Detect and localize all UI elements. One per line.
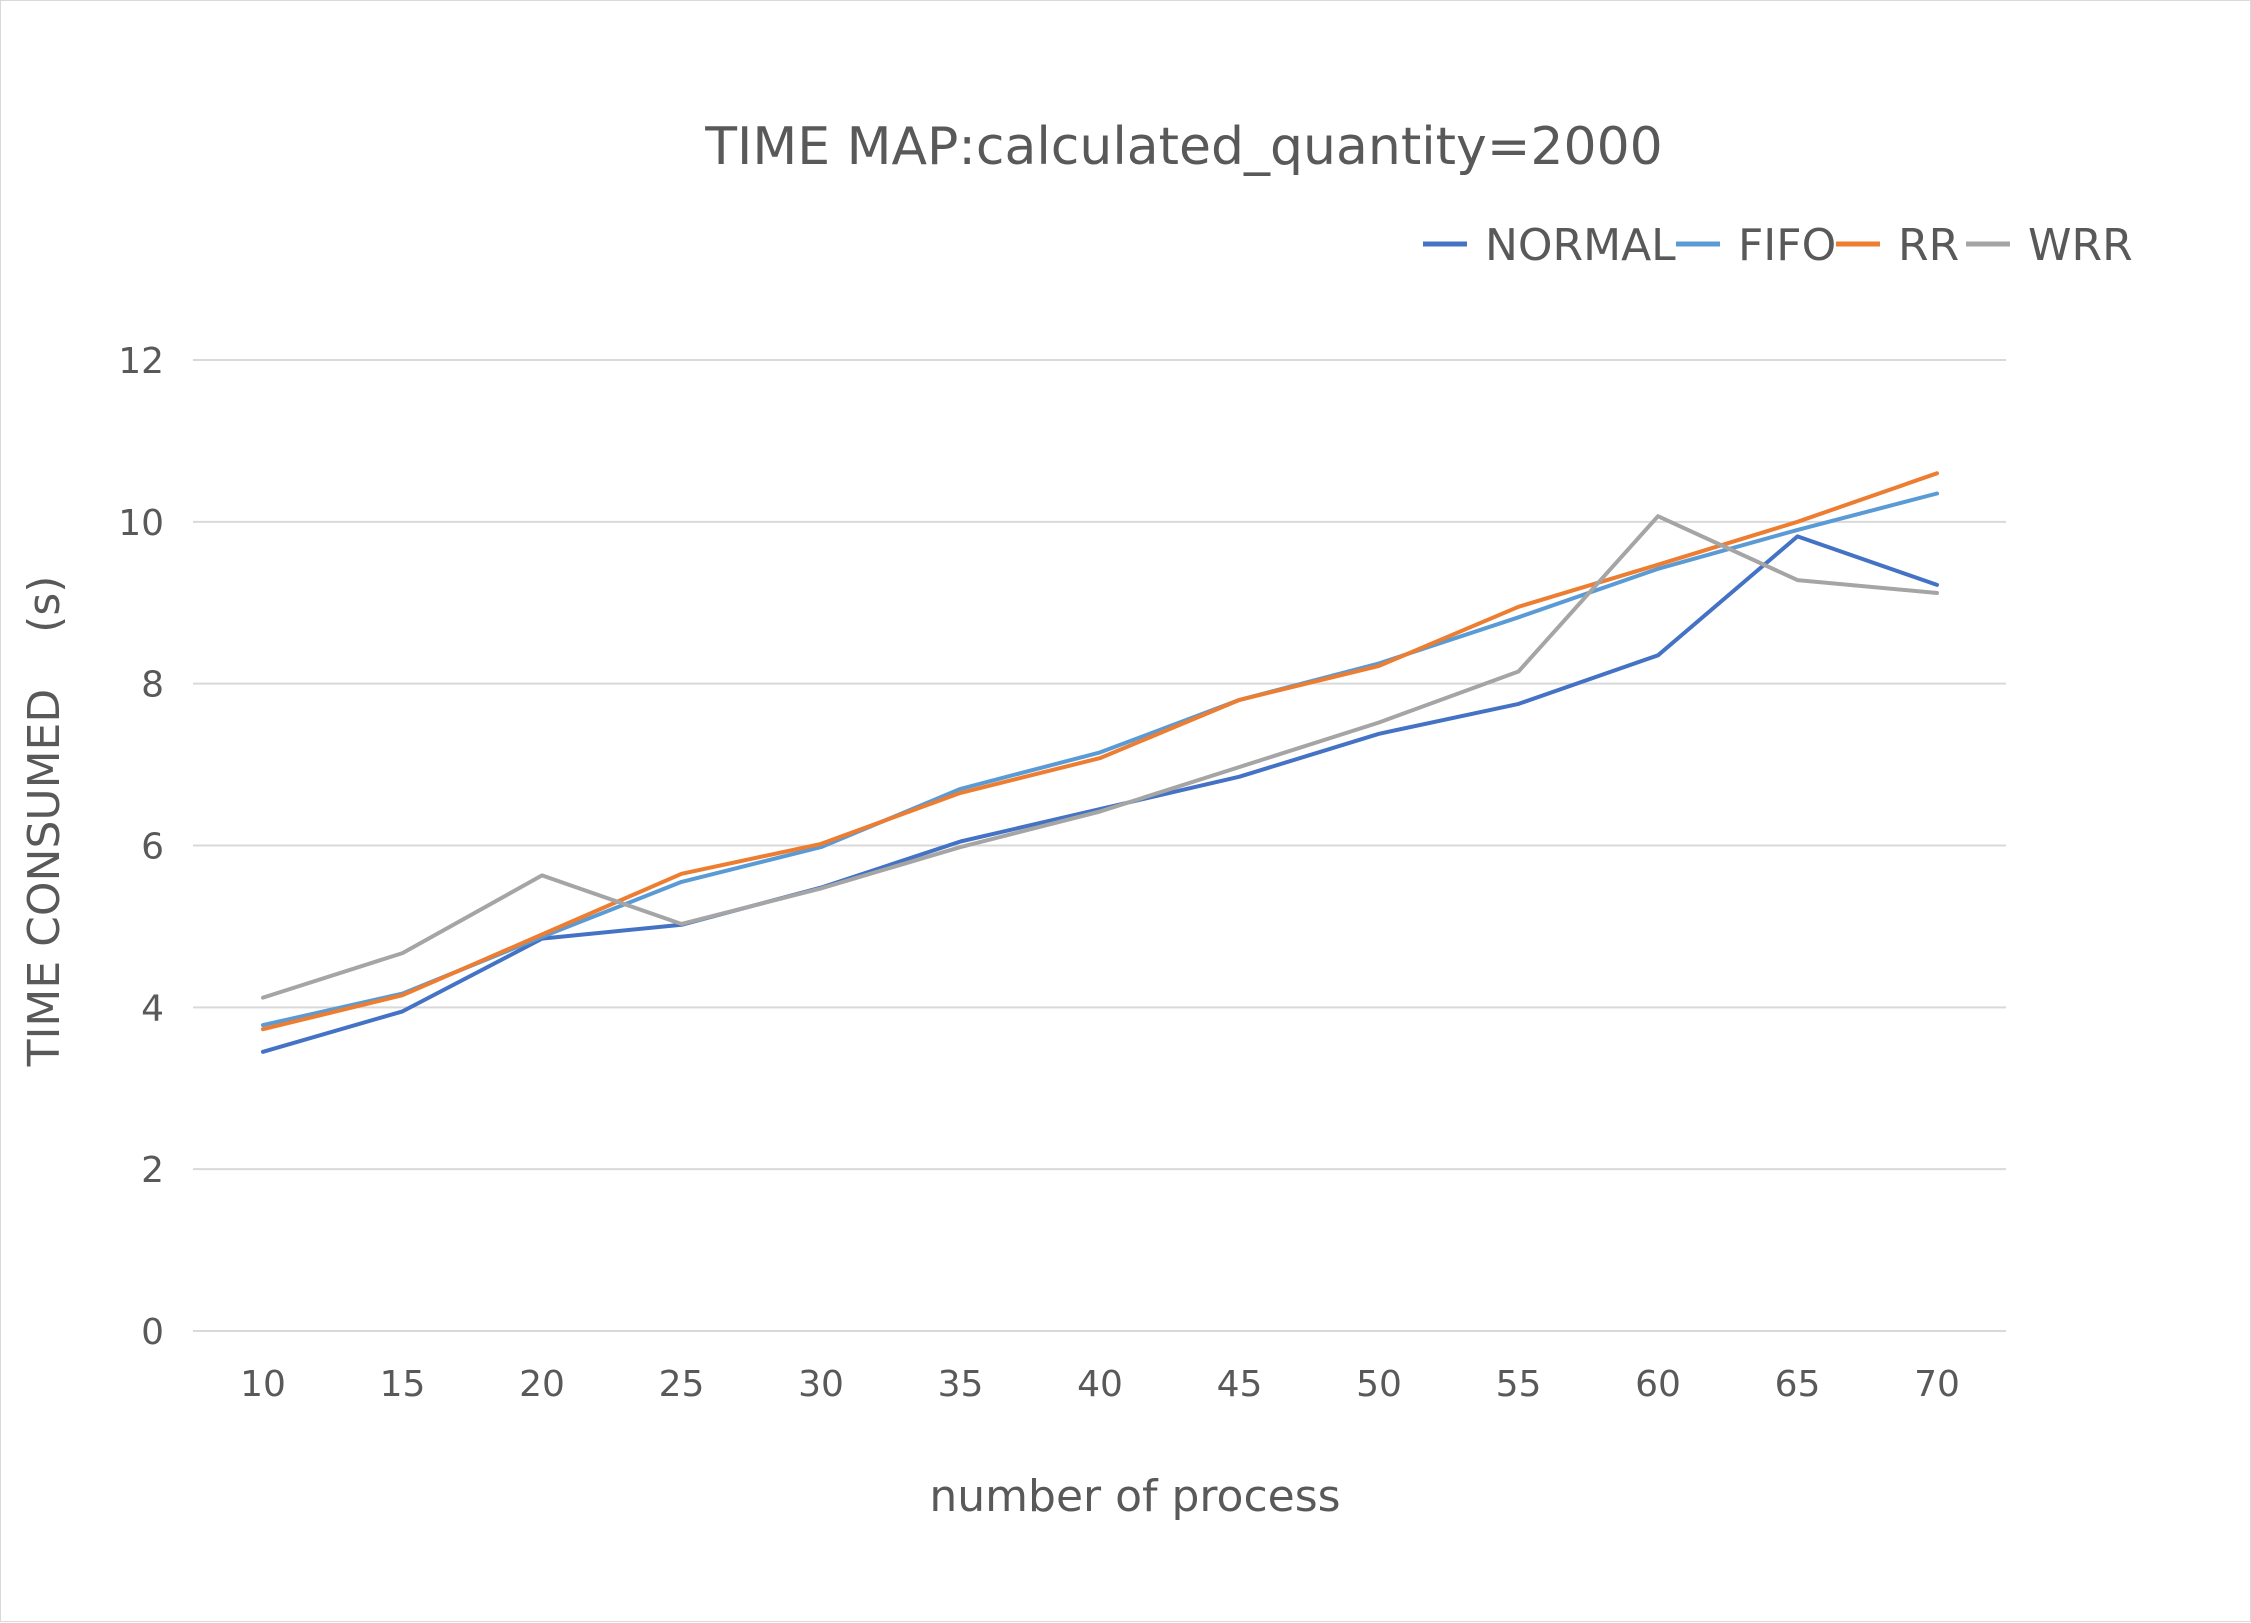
y-tick-label: 12 (118, 341, 164, 382)
x-tick-label: 70 (1914, 1364, 1960, 1405)
series-line-wrr (261, 514, 1939, 1000)
legend-label-rr: RR (1898, 220, 1959, 271)
legend: NORMAL FIFO RR WRR (1423, 220, 2133, 271)
series-line-fifo (261, 491, 1939, 1028)
series-line-normal (261, 534, 1939, 1054)
x-tick-label: 15 (380, 1364, 426, 1405)
x-tick-label: 40 (1077, 1364, 1123, 1405)
x-tick-label: 60 (1635, 1364, 1681, 1405)
y-tick-label: 2 (141, 1150, 164, 1191)
x-tick-label: 25 (659, 1364, 705, 1405)
x-axis-ticks: 10 15 20 25 30 35 40 45 50 55 60 65 70 (240, 1364, 1960, 1405)
series-lines (261, 471, 1939, 1054)
x-tick-label: 45 (1217, 1364, 1263, 1405)
x-tick-label: 10 (240, 1364, 286, 1405)
legend-label-wrr: WRR (2028, 220, 2133, 271)
chart-title: TIME MAP:calculated_quantity=2000 (704, 117, 1663, 177)
y-tick-label: 4 (141, 988, 164, 1029)
x-tick-label: 35 (938, 1364, 984, 1405)
x-tick-label: 20 (519, 1364, 565, 1405)
y-tick-label: 8 (141, 665, 164, 706)
y-tick-label: 6 (141, 827, 164, 868)
x-tick-label: 55 (1496, 1364, 1542, 1405)
y-axis-title: TIME CONSUMED (s) (19, 576, 70, 1068)
series-line-rr (261, 471, 1939, 1032)
y-tick-label: 10 (118, 503, 164, 544)
gridlines (193, 359, 2006, 1332)
x-tick-label: 30 (798, 1364, 844, 1405)
x-axis-title: number of process (929, 1471, 1340, 1522)
x-tick-label: 65 (1775, 1364, 1821, 1405)
legend-label-fifo: FIFO (1738, 220, 1836, 271)
y-tick-label: 0 (141, 1312, 164, 1353)
x-tick-label: 50 (1356, 1364, 1402, 1405)
y-axis-ticks: 0 2 4 6 8 10 12 (118, 341, 164, 1353)
legend-label-normal: NORMAL (1485, 220, 1676, 271)
